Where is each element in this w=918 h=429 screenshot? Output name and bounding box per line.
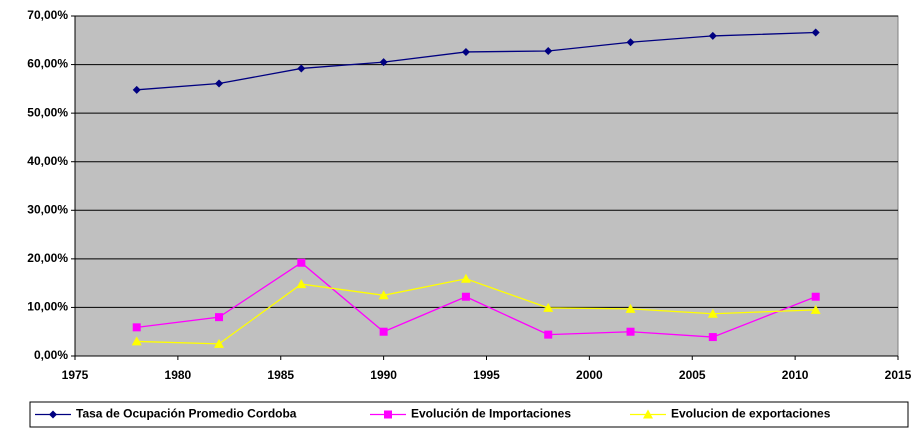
y-tick-label: 0,00% bbox=[34, 348, 68, 362]
marker bbox=[215, 313, 224, 322]
marker bbox=[626, 38, 635, 47]
legend-marker bbox=[643, 409, 653, 419]
y-tick-label: 70,00% bbox=[27, 8, 68, 22]
marker bbox=[625, 303, 636, 313]
x-tick-label: 2000 bbox=[576, 368, 603, 382]
marker bbox=[296, 279, 307, 289]
marker bbox=[707, 308, 718, 318]
x-tick-label: 2005 bbox=[679, 368, 706, 382]
x-tick-label: 1990 bbox=[370, 368, 397, 382]
marker bbox=[544, 330, 553, 339]
legend-marker bbox=[384, 410, 392, 419]
legend-box bbox=[29, 401, 909, 428]
marker bbox=[297, 258, 306, 267]
marker bbox=[460, 273, 471, 283]
legend-marker bbox=[49, 410, 57, 419]
marker bbox=[544, 46, 553, 55]
y-tick-label: 40,00% bbox=[27, 154, 68, 168]
legend-label: Tasa de Ocupación Promedio Cordoba bbox=[76, 407, 297, 421]
x-tick-label: 1995 bbox=[473, 368, 500, 382]
marker bbox=[131, 336, 142, 346]
marker bbox=[708, 31, 717, 40]
marker bbox=[379, 327, 388, 336]
marker bbox=[214, 338, 225, 348]
plot-area bbox=[74, 15, 899, 357]
y-tick-label: 60,00% bbox=[27, 57, 68, 71]
y-tick-label: 50,00% bbox=[27, 105, 68, 119]
marker bbox=[461, 47, 470, 56]
x-tick-label: 1975 bbox=[62, 368, 89, 382]
x-tick-label: 1980 bbox=[165, 368, 192, 382]
marker bbox=[132, 85, 141, 94]
marker bbox=[379, 58, 388, 67]
marker bbox=[810, 304, 821, 314]
x-tick-label: 2010 bbox=[782, 368, 809, 382]
marker bbox=[461, 292, 470, 301]
y-tick-label: 10,00% bbox=[27, 300, 68, 314]
marker bbox=[132, 323, 141, 332]
marker bbox=[811, 28, 820, 37]
marker bbox=[215, 79, 224, 88]
x-tick-label: 1985 bbox=[267, 368, 294, 382]
marker bbox=[378, 290, 389, 300]
marker bbox=[543, 302, 554, 312]
legend-label: Evolucion de exportaciones bbox=[671, 407, 831, 421]
x-tick-label: 2015 bbox=[885, 368, 912, 382]
legend-label: Evolución de Importaciones bbox=[411, 407, 571, 421]
y-tick-label: 30,00% bbox=[27, 202, 68, 216]
y-tick-label: 20,00% bbox=[27, 251, 68, 265]
marker bbox=[811, 292, 820, 301]
marker bbox=[297, 64, 306, 73]
marker bbox=[708, 333, 717, 342]
marker bbox=[626, 327, 635, 336]
